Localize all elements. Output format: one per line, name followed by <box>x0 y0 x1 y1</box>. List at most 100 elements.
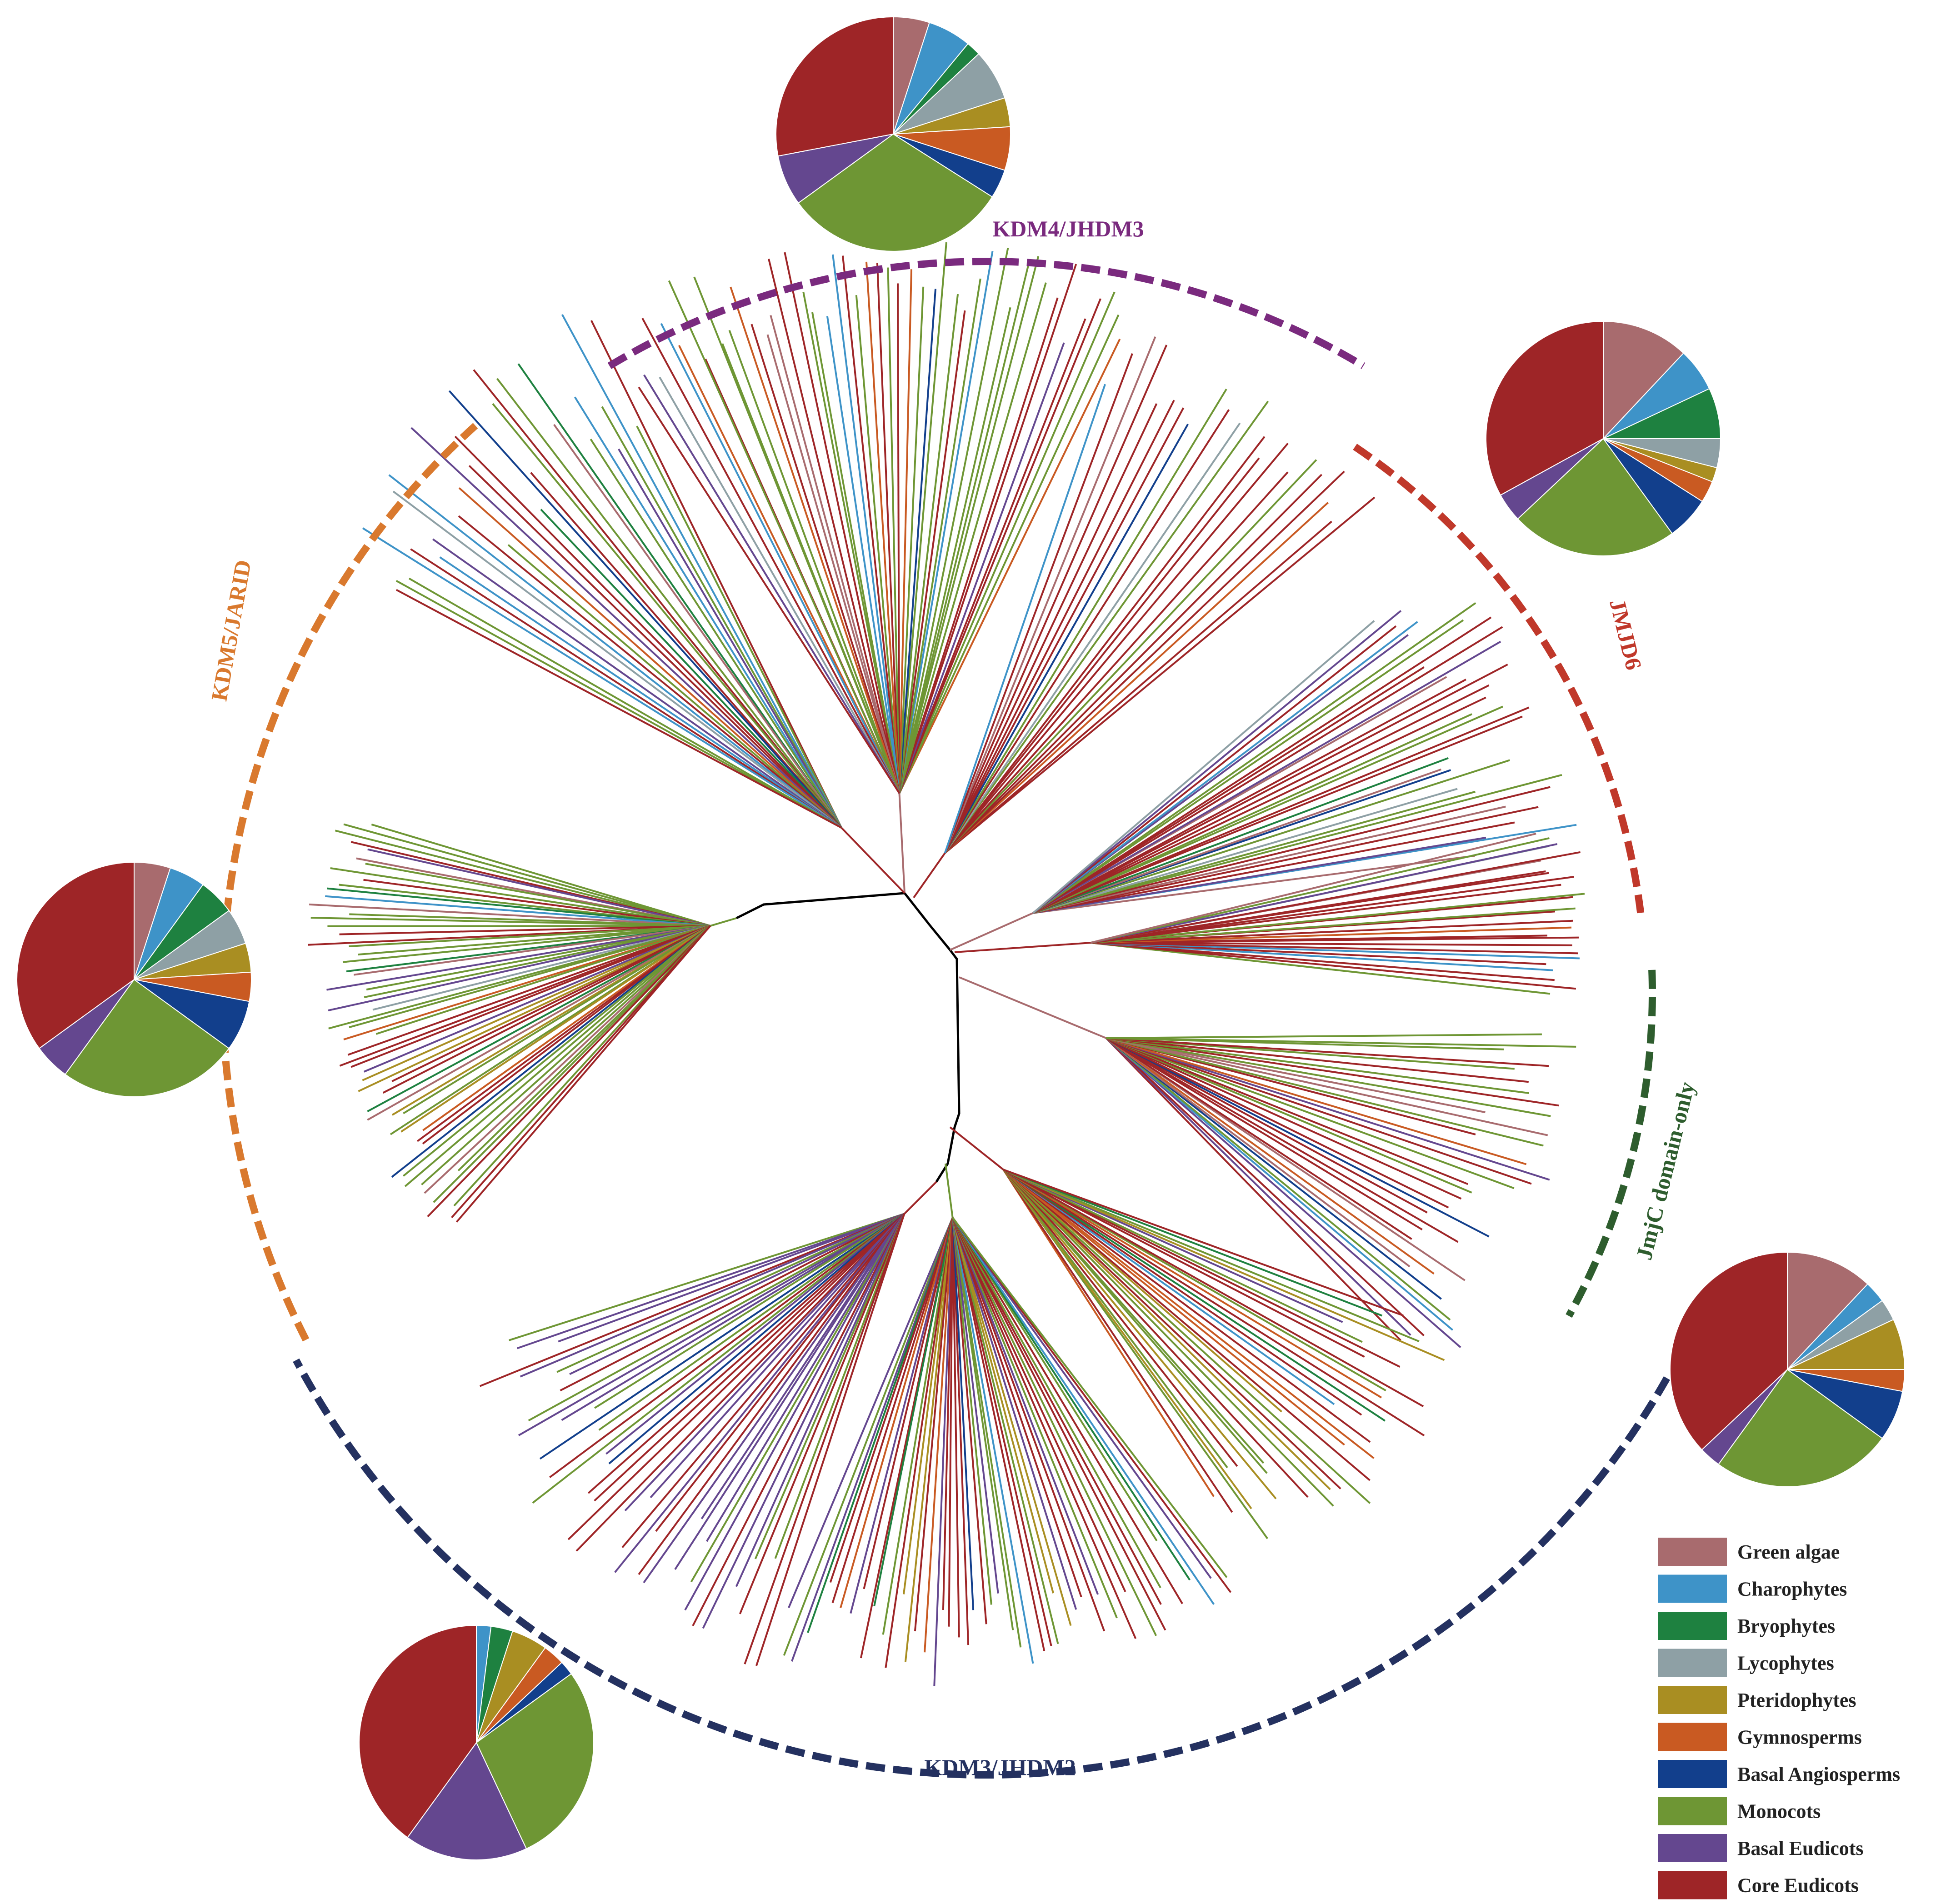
tree-branch <box>1091 942 1555 981</box>
tree-branch <box>1002 1169 1309 1498</box>
tree-branch <box>1090 870 1546 944</box>
tree-branch <box>1106 1037 1411 1336</box>
tree-branch <box>674 1213 905 1570</box>
tree-branch <box>952 1217 1191 1581</box>
tree-branch <box>1003 1169 1365 1358</box>
pie-slice-core_eudicots <box>16 861 135 1049</box>
pie-slice-monocots <box>797 133 993 252</box>
tree-branch <box>598 1213 905 1431</box>
tree-branch <box>898 264 1077 794</box>
legend-label-charophytes: Charophytes <box>1737 1578 1847 1600</box>
tree-branch <box>1091 926 1572 944</box>
tree-branch <box>590 439 842 829</box>
tree-branch <box>1033 855 1475 914</box>
legend-swatch-bryophytes <box>1658 1612 1727 1640</box>
tree-branch <box>944 409 1230 854</box>
tree-branch <box>1002 1169 1277 1499</box>
tree-branch <box>1032 625 1397 914</box>
tree-branch <box>643 1213 905 1584</box>
tree-branch <box>952 1217 1212 1579</box>
tree-branch <box>492 403 842 829</box>
tree-branch <box>1033 757 1449 914</box>
tree-branch <box>951 1217 1166 1631</box>
pie-slice-basal_eudicots <box>407 1742 527 1860</box>
tree-branch <box>1033 786 1551 914</box>
tree-branch <box>948 1217 954 1627</box>
pie-chart-kdm5 <box>16 861 252 1097</box>
pie-slice-basal_angiosperms <box>1787 1369 1903 1439</box>
tree-branch <box>1106 1037 1411 1268</box>
tree-branch <box>951 1217 970 1645</box>
tree-branch <box>1106 1037 1442 1300</box>
tree-branch <box>774 1213 905 1559</box>
tree-branch <box>517 363 842 829</box>
tree-branch <box>728 330 900 794</box>
tree-branch <box>1033 836 1486 914</box>
tree-branch <box>618 448 842 829</box>
legend-swatch-green_algae <box>1658 1538 1727 1566</box>
tree-branch <box>1106 1037 1451 1321</box>
tree-branch <box>310 917 710 927</box>
tree-branch <box>458 515 842 829</box>
tree-branch <box>455 925 711 1223</box>
tree-branch <box>1106 1037 1544 1147</box>
tree-branch <box>855 295 900 794</box>
tree-branch <box>755 1214 905 1666</box>
tree-branch <box>1032 616 1492 914</box>
tree-branch <box>1091 942 1578 954</box>
tree-stem-kdm3c <box>903 1181 937 1215</box>
tree-branch <box>391 925 711 1178</box>
tree-stem-kdm4 <box>898 793 905 894</box>
tree-branch <box>1091 942 1554 971</box>
tree-branch <box>655 1213 905 1532</box>
tree-branch <box>951 1217 1099 1595</box>
tree-branch <box>951 1217 1046 1651</box>
tree-branch <box>951 1217 1126 1592</box>
tree-branch <box>944 345 1168 854</box>
tree-branch <box>668 280 900 794</box>
tree-branch <box>898 291 1116 794</box>
tree-branch <box>400 925 711 1133</box>
tree-branch <box>659 376 900 794</box>
tree-branch <box>1003 1169 1341 1489</box>
tree-branch <box>944 470 1345 854</box>
legend-label-pteridophytes: Pteridophytes <box>1737 1689 1856 1711</box>
tree-branch <box>951 1217 1157 1636</box>
pie-slice-green_algae <box>1603 320 1685 440</box>
tree-branch <box>309 903 710 927</box>
tree-branch <box>898 260 1031 794</box>
tree-branch <box>650 1213 905 1499</box>
tree-branch <box>690 1213 905 1583</box>
tree-branch <box>702 1213 905 1629</box>
tree-branch <box>944 353 1133 854</box>
tree-branch <box>539 1213 905 1460</box>
pie-slice-core_eudicots <box>775 16 894 157</box>
tree-branch <box>1032 664 1508 914</box>
tree-branch <box>903 1217 954 1594</box>
tree-branch <box>367 925 711 1112</box>
pie-slice-monocots <box>1517 438 1673 556</box>
tree-branch <box>422 925 711 1144</box>
tree-branch <box>831 1217 954 1604</box>
legend-label-monocots: Monocots <box>1737 1800 1821 1823</box>
tree-branch <box>624 1213 905 1511</box>
tree-branch <box>587 1213 905 1494</box>
tree-branch <box>1106 1037 1551 1117</box>
tree-branch <box>432 538 842 829</box>
tree-branch <box>754 1213 905 1559</box>
tree-branch <box>1106 1037 1449 1209</box>
pie-slice-pteridophytes <box>1787 1319 1906 1370</box>
tree-branch <box>1106 1037 1459 1243</box>
tree-branch <box>453 925 711 1207</box>
tree-branch <box>951 1217 960 1638</box>
tree-branch <box>1002 1169 1228 1469</box>
tree-branch <box>362 925 711 1081</box>
tree-branch <box>358 925 711 1092</box>
tree-branch <box>1003 1169 1363 1343</box>
tree-branch <box>898 286 925 794</box>
tree-branch <box>1091 935 1548 944</box>
tree-branch <box>944 443 1289 854</box>
tree-branch <box>898 256 1040 794</box>
tree-branch <box>788 1217 954 1609</box>
tree-branch <box>349 925 710 947</box>
